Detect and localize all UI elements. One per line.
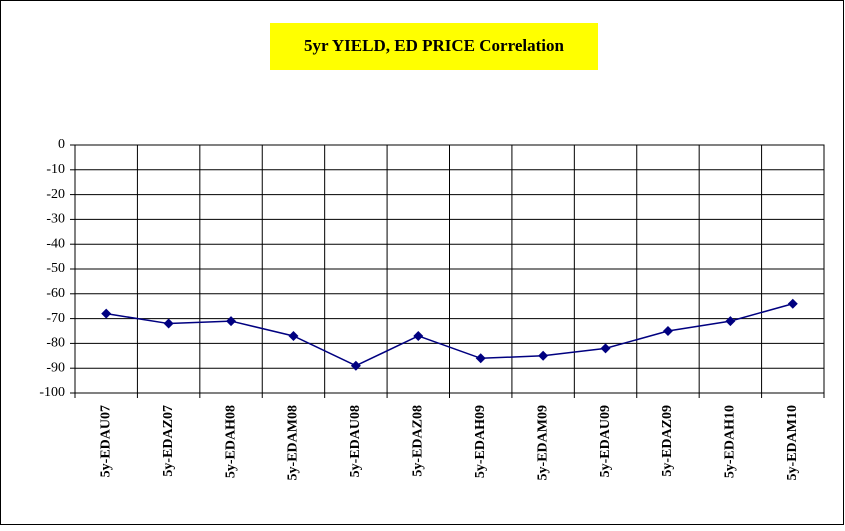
marker [413,330,424,341]
title-box [270,23,598,70]
y-tick-label: 0 [58,137,65,152]
x-tick-label: 5y-EDAZ08 [411,405,426,477]
marker [226,316,237,327]
chart-title: 5yr YIELD, ED PRICE Correlation [304,36,564,55]
y-tick-label: -100 [39,385,65,400]
x-tick-label: 5y-EDAM10 [785,405,800,480]
x-tick-label: 5y-EDAH10 [723,405,738,478]
x-tick-label: 5y-EDAZ07 [161,405,176,477]
marker [101,308,112,319]
x-tick-label: 5y-EDAU09 [598,405,613,477]
y-tick-label: -70 [46,311,65,326]
x-tick-label: 5y-EDAM08 [286,405,301,480]
y-tick-label: -10 [46,162,65,177]
marker [350,360,361,371]
marker [787,298,798,309]
marker [538,350,549,361]
marker [600,343,611,354]
y-tick-label: -80 [46,336,65,351]
marker [475,353,486,364]
y-tick-label: -30 [46,212,65,227]
line [106,302,793,367]
y-tick-label: -20 [46,187,65,202]
x-tick-label: 5y-EDAM09 [535,405,550,480]
x-tick-label: 5y-EDAZ09 [660,405,675,477]
x-tick-label: 5y-EDAU07 [98,405,113,477]
marker [163,318,174,329]
y-tick-label: -90 [46,360,65,375]
marker [725,316,736,327]
y-tick-label: -40 [46,236,65,251]
x-tick-label: 5y-EDAH09 [473,405,488,478]
marker [662,326,673,336]
y-tick-label: -50 [46,261,65,276]
x-tick-label: 5y-EDAH08 [223,405,238,478]
x-tick-label: 5y-EDAU08 [348,405,363,477]
marker [288,330,299,341]
y-tick-label: -60 [46,286,65,301]
